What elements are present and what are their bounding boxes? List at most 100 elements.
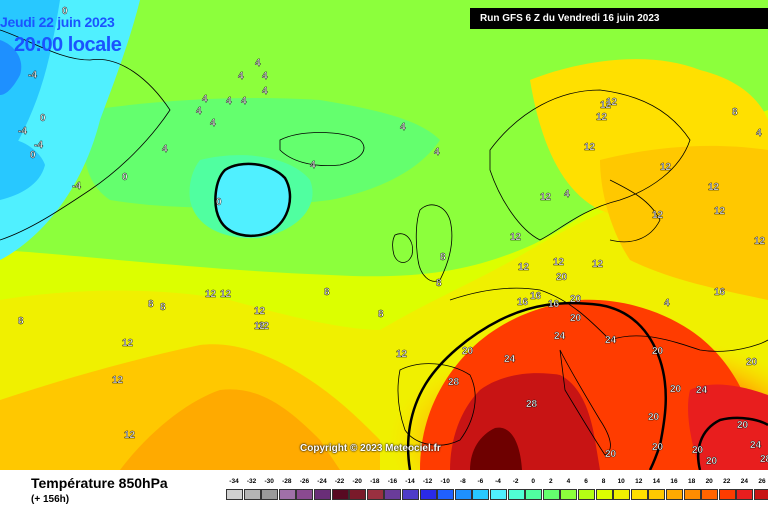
isotherm-label: 12 bbox=[584, 142, 596, 153]
isotherm-label: 20 bbox=[670, 384, 682, 395]
isotherm-label: 28 bbox=[526, 399, 538, 410]
isotherm-label: 8 bbox=[436, 278, 442, 289]
legend-tick: -34 bbox=[229, 478, 239, 485]
isotherm-label: 12 bbox=[258, 321, 270, 332]
legend-swatch bbox=[630, 489, 648, 500]
iberia-coast bbox=[397, 363, 476, 446]
baltic-coast bbox=[609, 179, 661, 243]
isotherm-label: 20 bbox=[692, 445, 704, 456]
isotherm-label: 16 bbox=[517, 297, 529, 308]
legend-swatch bbox=[560, 489, 578, 500]
legend-swatch bbox=[384, 489, 402, 500]
isotherm-label: 8 bbox=[160, 302, 166, 313]
isotherm-label: 20 bbox=[556, 272, 568, 283]
legend-swatch bbox=[595, 489, 613, 500]
forecast-offset: (+ 156h) bbox=[31, 494, 70, 505]
field-east-orange bbox=[600, 145, 768, 300]
legend-tick: -16 bbox=[387, 478, 398, 485]
field-blue bbox=[0, 40, 22, 95]
twenty-isotherm bbox=[406, 301, 668, 470]
legend-swatch bbox=[243, 489, 261, 500]
legend-tick: 22 bbox=[723, 478, 731, 485]
europe-coast bbox=[449, 287, 768, 352]
isotherm-label: 4 bbox=[434, 147, 440, 158]
legend-swatch bbox=[296, 489, 314, 500]
isotherm-label: 8 bbox=[732, 107, 738, 118]
isotherm-label: 12 bbox=[592, 259, 604, 270]
scandinavia-coast bbox=[489, 89, 691, 241]
isotherm-label: 0 bbox=[62, 6, 68, 17]
isotherm-label: 12 bbox=[553, 257, 565, 268]
isotherm-label: -4 bbox=[18, 126, 27, 137]
isotherm-label: 4 bbox=[310, 160, 316, 171]
legend-swatch bbox=[683, 489, 701, 500]
legend-tick: 24 bbox=[740, 478, 748, 485]
isotherm-label: 4 bbox=[241, 96, 247, 107]
footer: Température 850hPa (+ 156h) -34 -32 -30 -28… bbox=[0, 470, 768, 512]
isotherm-label: 4 bbox=[756, 128, 762, 139]
forecast-date: Jeudi 22 juin 2023 bbox=[0, 14, 115, 30]
legend-swatch bbox=[490, 489, 507, 500]
legend-swatch bbox=[472, 489, 490, 500]
isotherm-label: 12 bbox=[220, 289, 232, 300]
legend-swatch bbox=[613, 489, 631, 500]
copyright: Copyright © 2023 Meteociel.fr bbox=[300, 443, 441, 454]
isotherm-label: 0 bbox=[122, 172, 128, 183]
zero-isotherm-loop bbox=[214, 162, 292, 237]
run-info: Run GFS 6 Z du Vendredi 16 juin 2023 bbox=[470, 8, 768, 29]
isotherm-label: 20 bbox=[652, 442, 664, 453]
forecast-time: 20:00 locale bbox=[14, 34, 122, 56]
field-orange-south bbox=[120, 389, 340, 470]
isotherm-label: 12 bbox=[714, 206, 726, 217]
legend-tick: -22 bbox=[334, 478, 345, 485]
legend-swatch bbox=[701, 489, 719, 500]
coastlines bbox=[0, 29, 768, 456]
isotherm-label: 12 bbox=[205, 289, 217, 300]
isotherm-label: 12 bbox=[652, 210, 664, 221]
legend-swatch bbox=[226, 489, 243, 500]
isotherm-label: 28 bbox=[760, 454, 768, 465]
isotherm-label: 0 bbox=[30, 150, 36, 161]
isotherm-label: 12 bbox=[600, 100, 612, 111]
legend-swatch bbox=[402, 489, 419, 500]
isotherm-label: 12 bbox=[708, 182, 720, 193]
twenty-isotherm-east bbox=[696, 416, 768, 470]
isotherm-label: 16 bbox=[548, 299, 560, 310]
isotherm-label: 4 bbox=[262, 71, 268, 82]
isotherm-label: 12 bbox=[122, 338, 134, 349]
legend-tick: 4 bbox=[566, 478, 571, 485]
isotherm-label: 12 bbox=[112, 375, 124, 386]
isotherm-label: -4 bbox=[34, 140, 43, 151]
isotherm-label: 12 bbox=[606, 97, 618, 108]
isotherm-label: 4 bbox=[196, 106, 202, 117]
legend-swatch bbox=[578, 489, 595, 500]
legend-tick: -2 bbox=[512, 478, 519, 485]
isotherm-label: 20 bbox=[648, 412, 660, 423]
isotherm-label: 12 bbox=[510, 232, 522, 243]
legend-tick: 8 bbox=[601, 478, 606, 485]
legend-tick: -32 bbox=[246, 478, 257, 485]
greenland-coast bbox=[0, 29, 171, 241]
legend-swatch bbox=[278, 489, 296, 500]
isotherm-label: 12 bbox=[518, 262, 530, 273]
isotherm-label: 20 bbox=[605, 449, 617, 460]
map-title: Température 850hPa bbox=[31, 475, 168, 491]
legend-tick: 0 bbox=[531, 478, 535, 485]
legend-swatch bbox=[331, 489, 349, 500]
legend-tick: -10 bbox=[440, 478, 450, 485]
legend-tick: -8 bbox=[459, 478, 466, 485]
isotherm-label: 20 bbox=[462, 346, 474, 357]
legend-swatch bbox=[666, 489, 683, 500]
isotherm-label: 16 bbox=[530, 291, 542, 302]
legend-tick: -20 bbox=[352, 478, 362, 485]
legend-tick: -24 bbox=[317, 478, 327, 485]
legend-swatch bbox=[419, 489, 437, 500]
color-legend: -34 -32 -30 -28 -26 -24 -22 -20 -18 -16 -14 -12 -10-… bbox=[224, 476, 768, 512]
legend-swatch bbox=[349, 489, 367, 500]
britain-coast bbox=[415, 204, 453, 282]
isotherm-label: 4 bbox=[226, 96, 232, 107]
legend-tick: -28 bbox=[282, 478, 292, 485]
isotherm-label: 12 bbox=[660, 162, 672, 173]
